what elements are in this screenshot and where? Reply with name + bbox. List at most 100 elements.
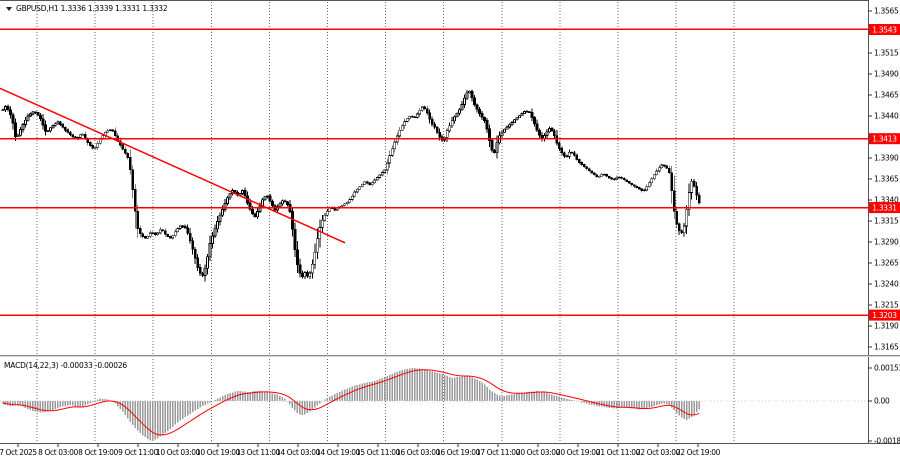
bull-candle [418,109,422,115]
bear-candle [488,128,491,141]
bear-candle [368,182,372,186]
bull-candle [388,155,392,164]
bull-candle [385,162,389,171]
price-tag[interactable]: 1.3331 [869,202,900,214]
bear-candle [113,130,117,137]
time-axis: 7 Oct 2025 8 Oct 03:00 8 Oct 19:00 9 Oct 11… [0,444,721,457]
bear-candle [138,228,142,235]
bull-candle [208,243,212,258]
bear-candle [133,189,137,212]
bear-candle [575,154,579,160]
bear-candle [126,153,130,158]
time-axis-label: 15 Oct 11:00 [356,448,401,457]
bull-candle [505,126,509,130]
bull-candle [93,147,97,149]
bull-candle [281,200,284,205]
day-separators-layer [36,2,735,443]
time-axis-label: 8 Oct 03:00 [38,448,78,457]
bear-candle [640,188,644,192]
bear-candle [123,148,127,154]
price-axis-label: 1.3490 [874,70,899,79]
bear-candle [34,111,37,114]
symbol-ohlc-label: GBPUSD,H1 1.3336 1.3339 1.3331 1.3332 [16,4,168,13]
bull-candle [687,192,691,210]
bear-candle [580,162,584,165]
bear-candle [9,109,12,116]
bear-candle [198,267,202,274]
bear-candle [428,112,431,120]
bull-candle [657,167,661,172]
bear-candle [667,167,671,173]
bear-candle [665,165,669,169]
bull-candle [405,118,409,122]
bear-candle [293,229,297,251]
bull-candle [370,182,374,186]
time-axis-label: 13 Oct 11:00 [236,448,281,457]
macd-signal-line [2,369,700,436]
bull-candle [303,272,307,277]
bull-candle [316,238,319,253]
bear-candle [560,148,564,154]
bear-candle [565,155,569,158]
bull-candle [523,111,526,114]
bull-candle [468,91,471,94]
price-axis-label: 1.3515 [874,49,899,58]
bull-candle [520,113,524,116]
bear-candle [677,223,681,232]
bull-candle [510,122,514,126]
bull-candle [458,109,461,114]
bull-candle [465,92,469,99]
bear-candle [627,181,631,184]
bear-candle [283,200,287,202]
macd-histogram [2,368,700,441]
bull-candle [81,133,85,136]
bear-candle [538,129,541,136]
bear-candle [585,166,589,170]
bear-candle [592,172,596,176]
bear-candle [582,164,586,168]
bear-candle [166,233,170,237]
bull-candle [617,176,621,179]
time-axis-label: 22 Oct 03:00 [636,448,681,457]
bear-candle [14,122,17,138]
bear-candle [201,272,204,276]
bear-candle [11,114,15,124]
price-tag[interactable]: 1.3413 [869,133,900,145]
price-tag-box [869,23,900,35]
bear-candle [41,118,45,126]
bull-candle [54,123,57,126]
bear-candle [410,115,414,118]
bull-candle [445,130,449,138]
bear-candle [131,169,135,190]
bear-candle [473,97,476,106]
price-axis-label: 1.3365 [874,175,899,184]
time-axis-label: 8 Oct 19:00 [78,448,118,457]
descending-trendline[interactable] [0,87,346,244]
price-tag[interactable]: 1.3543 [869,23,900,35]
bear-candle [478,109,481,114]
bull-candle [612,178,616,181]
bear-candle [493,149,496,153]
bear-candle [251,208,254,214]
price-tag[interactable]: 1.3203 [869,309,900,321]
bull-candle [355,188,359,193]
price-axis-label: 1.3190 [874,322,899,331]
time-axis-label: 14 Oct 19:00 [316,448,361,457]
time-axis-label: 7 Oct 2025 [0,448,37,457]
bull-candle [218,214,222,222]
bull-candle [326,210,329,216]
bear-candle [670,172,674,192]
bull-candle [16,134,20,138]
bull-candle [156,232,160,236]
bear-candle [480,113,484,118]
bull-candle [378,174,382,178]
price-tag-box [869,309,900,321]
bull-candle [380,172,384,176]
bull-candle [642,189,646,192]
bull-candle [241,190,244,194]
price-axis-label: 1.3565 [874,7,899,16]
bear-candle [602,173,606,176]
bear-candle [490,140,494,151]
